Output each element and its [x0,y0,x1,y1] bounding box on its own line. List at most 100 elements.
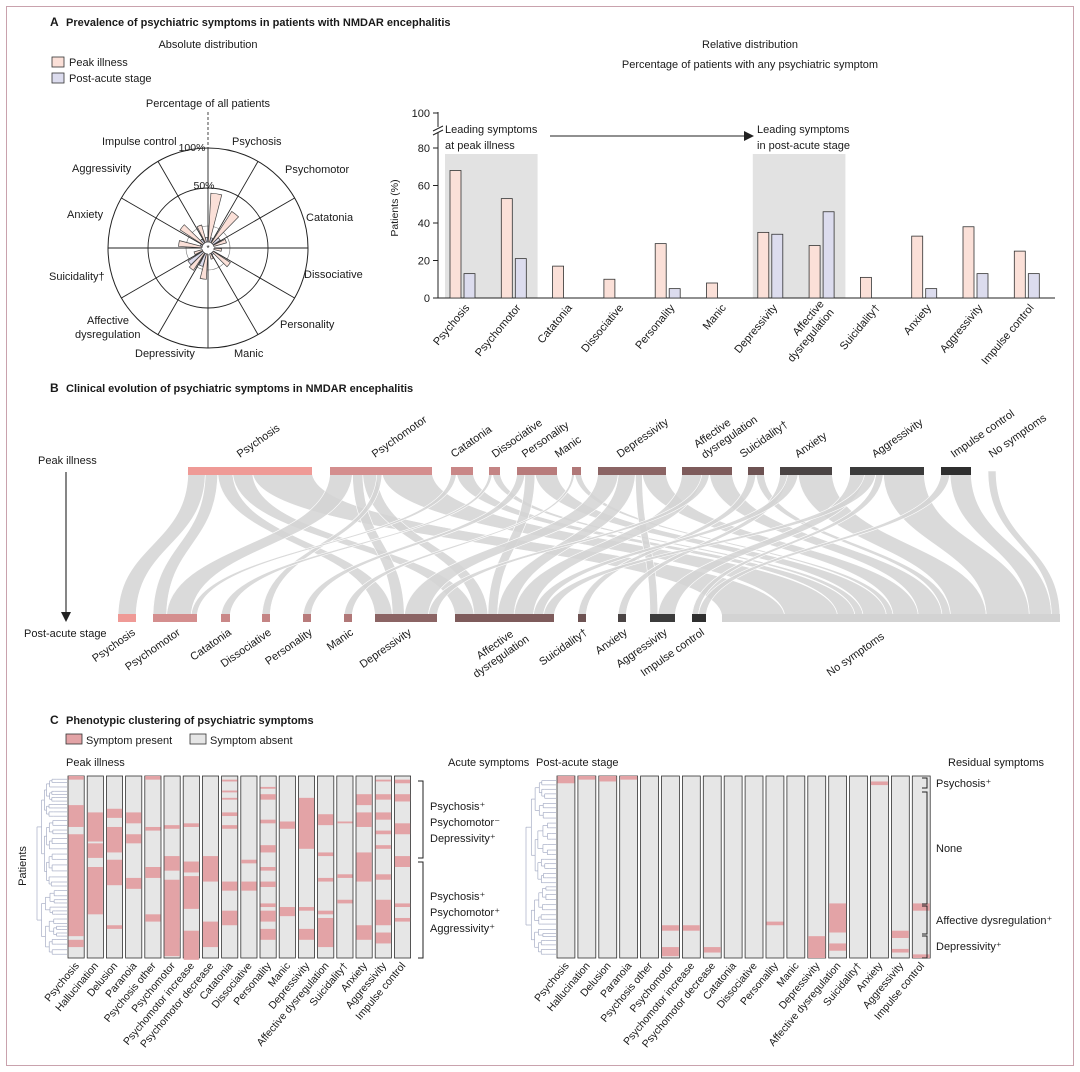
polar-spoke [157,252,206,335]
heat-cell-present [375,899,391,926]
acute-c1-line1: Psychosis⁺ [430,801,486,813]
polar-spoke [121,250,204,299]
post-acute-label: Post-acute stage [24,628,107,640]
heat-cell-present [891,948,909,953]
peak-node-catatonia [451,467,473,475]
legend-present-label: Symptom present [86,735,172,747]
residual-c3: Affective dysregulation⁺ [936,915,1052,927]
heat-cell-present [337,899,353,904]
heatmap-left-labels: PsychosisHallucinationDelusionParanoiaPs… [42,960,408,1051]
bar-post-aggressivity [976,273,989,299]
heat-cell-present [106,808,123,818]
peak-node-anxiety [780,467,832,475]
heat-cell-present [68,834,84,937]
panel-b: B Clinical evolution of psychiatric symp… [24,381,1061,681]
x-label-anxiety: Anxiety [902,302,935,338]
heat-cell-present [222,790,238,793]
heat-column-psychosis-other [640,775,659,959]
heat-cell-present [557,776,575,784]
heat-cell-present [145,776,161,780]
heat-cell-present [279,907,295,917]
polar-center-mark: * [206,244,209,253]
peak-node-personality [517,467,557,475]
polar-spoke [212,250,295,299]
polar-spoke [210,252,259,335]
polar-bar-peak-affective-dysregulation [188,251,206,271]
residual-c1: Psychosis⁺ [936,778,992,790]
heat-column-dissociative [744,775,764,959]
heat-cell-present [375,812,391,820]
polar-bar-post-aggressivity [200,238,206,245]
heat-column-suicidality [336,775,354,959]
polar-label-dissociative: Dissociative [304,269,363,281]
post-node-catatonia [221,614,230,622]
heat-column-catatonia [221,775,239,959]
heat-column-psychomotor-decrease [702,775,722,959]
heat-cell-present [394,917,411,922]
heat-cell-present [202,856,219,882]
x-label-dissociative: Dissociative [579,302,626,355]
peak-node-aggressivity [850,467,924,475]
heat-column-psychosis [556,775,576,959]
polar-bar-post-psychosis [209,237,214,244]
polar-bar-post-affective-dysregulation [187,250,205,266]
post-node-no-symptoms [722,614,1060,622]
post-label-affective-dysregulation: Affectivedysregulation [464,623,532,681]
polar-bar-post-personality [210,251,215,256]
polar-bar-peak-manic [209,252,214,260]
heat-cell-present [682,925,700,931]
heat-cell-present [578,776,596,780]
polar-bar-peak-psychosis [207,192,223,243]
heat-cell-present [260,786,276,789]
peak-node-impulse-control [941,467,971,475]
heat-column-dissociative [240,775,258,959]
x-label-manic: Manic [701,302,729,333]
polar-bar-peak-impulse-control [196,224,207,244]
acute-symptoms-title: Acute symptoms [448,757,530,769]
sankey-top-nodes: Psychosis Psychomotor CatatoniaDissociativ… [188,408,1049,475]
heat-cell-present [298,928,315,940]
time-arrow-head [61,612,71,622]
peak-node-dissociative [489,467,500,475]
heat-cell-present [394,823,411,835]
polar-ring-100-label: 100% [179,142,206,154]
heat-column-paranoia [125,775,143,959]
heat-cell-present [222,779,238,782]
post-node-manic [344,614,352,622]
polar-label-impulse-control: Impulse control [102,136,177,148]
polar-spokes [108,148,308,348]
heat-cell-present [298,907,315,911]
left-heatmap-title: Peak illness [66,757,125,769]
relative-distribution-subtitle: Percentage of patients with any psychiat… [622,59,878,71]
polar-spoke [121,197,204,246]
heat-cell-present [183,876,199,909]
polar-spoke [210,161,259,244]
heat-cell-present [808,936,826,958]
y-tick-label: 40 [418,218,430,230]
polar-label-anxiety: Anxiety [67,209,104,221]
post-label-personality: Personality [263,626,315,667]
heat-cell-present [106,859,123,886]
y-tick-label: 100 [412,108,430,120]
residual-bracket-1 [922,777,928,789]
polar-bar-peak-suicidality [193,249,204,256]
heat-cell-present [222,812,238,817]
bar-post-personality [668,288,681,299]
heat-cell-present [145,826,161,831]
peak-node-manic [572,467,581,475]
heat-column-paranoia [619,775,639,959]
heat-cell-present [222,910,238,926]
heat-column-depressivity [807,775,827,959]
x-label-psychomotor: Psychomotor [473,302,524,359]
bar-peak-aggressivity [962,226,975,299]
peak-label-depressivity: Depressivity [615,416,671,460]
panel-b-letter: B [50,381,59,395]
acute-c2-line1: Psychosis⁺ [430,891,486,903]
y-tick-label: 80 [418,143,430,155]
peak-label-anxiety: Anxiety [793,430,830,461]
peak-label-psychosis: Psychosis [235,422,283,461]
relative-distribution-title: Relative distribution [702,39,798,51]
heat-column-impulse-control [911,775,931,959]
heat-cell-present [260,928,276,940]
polar-bar-post-anxiety [199,243,204,247]
